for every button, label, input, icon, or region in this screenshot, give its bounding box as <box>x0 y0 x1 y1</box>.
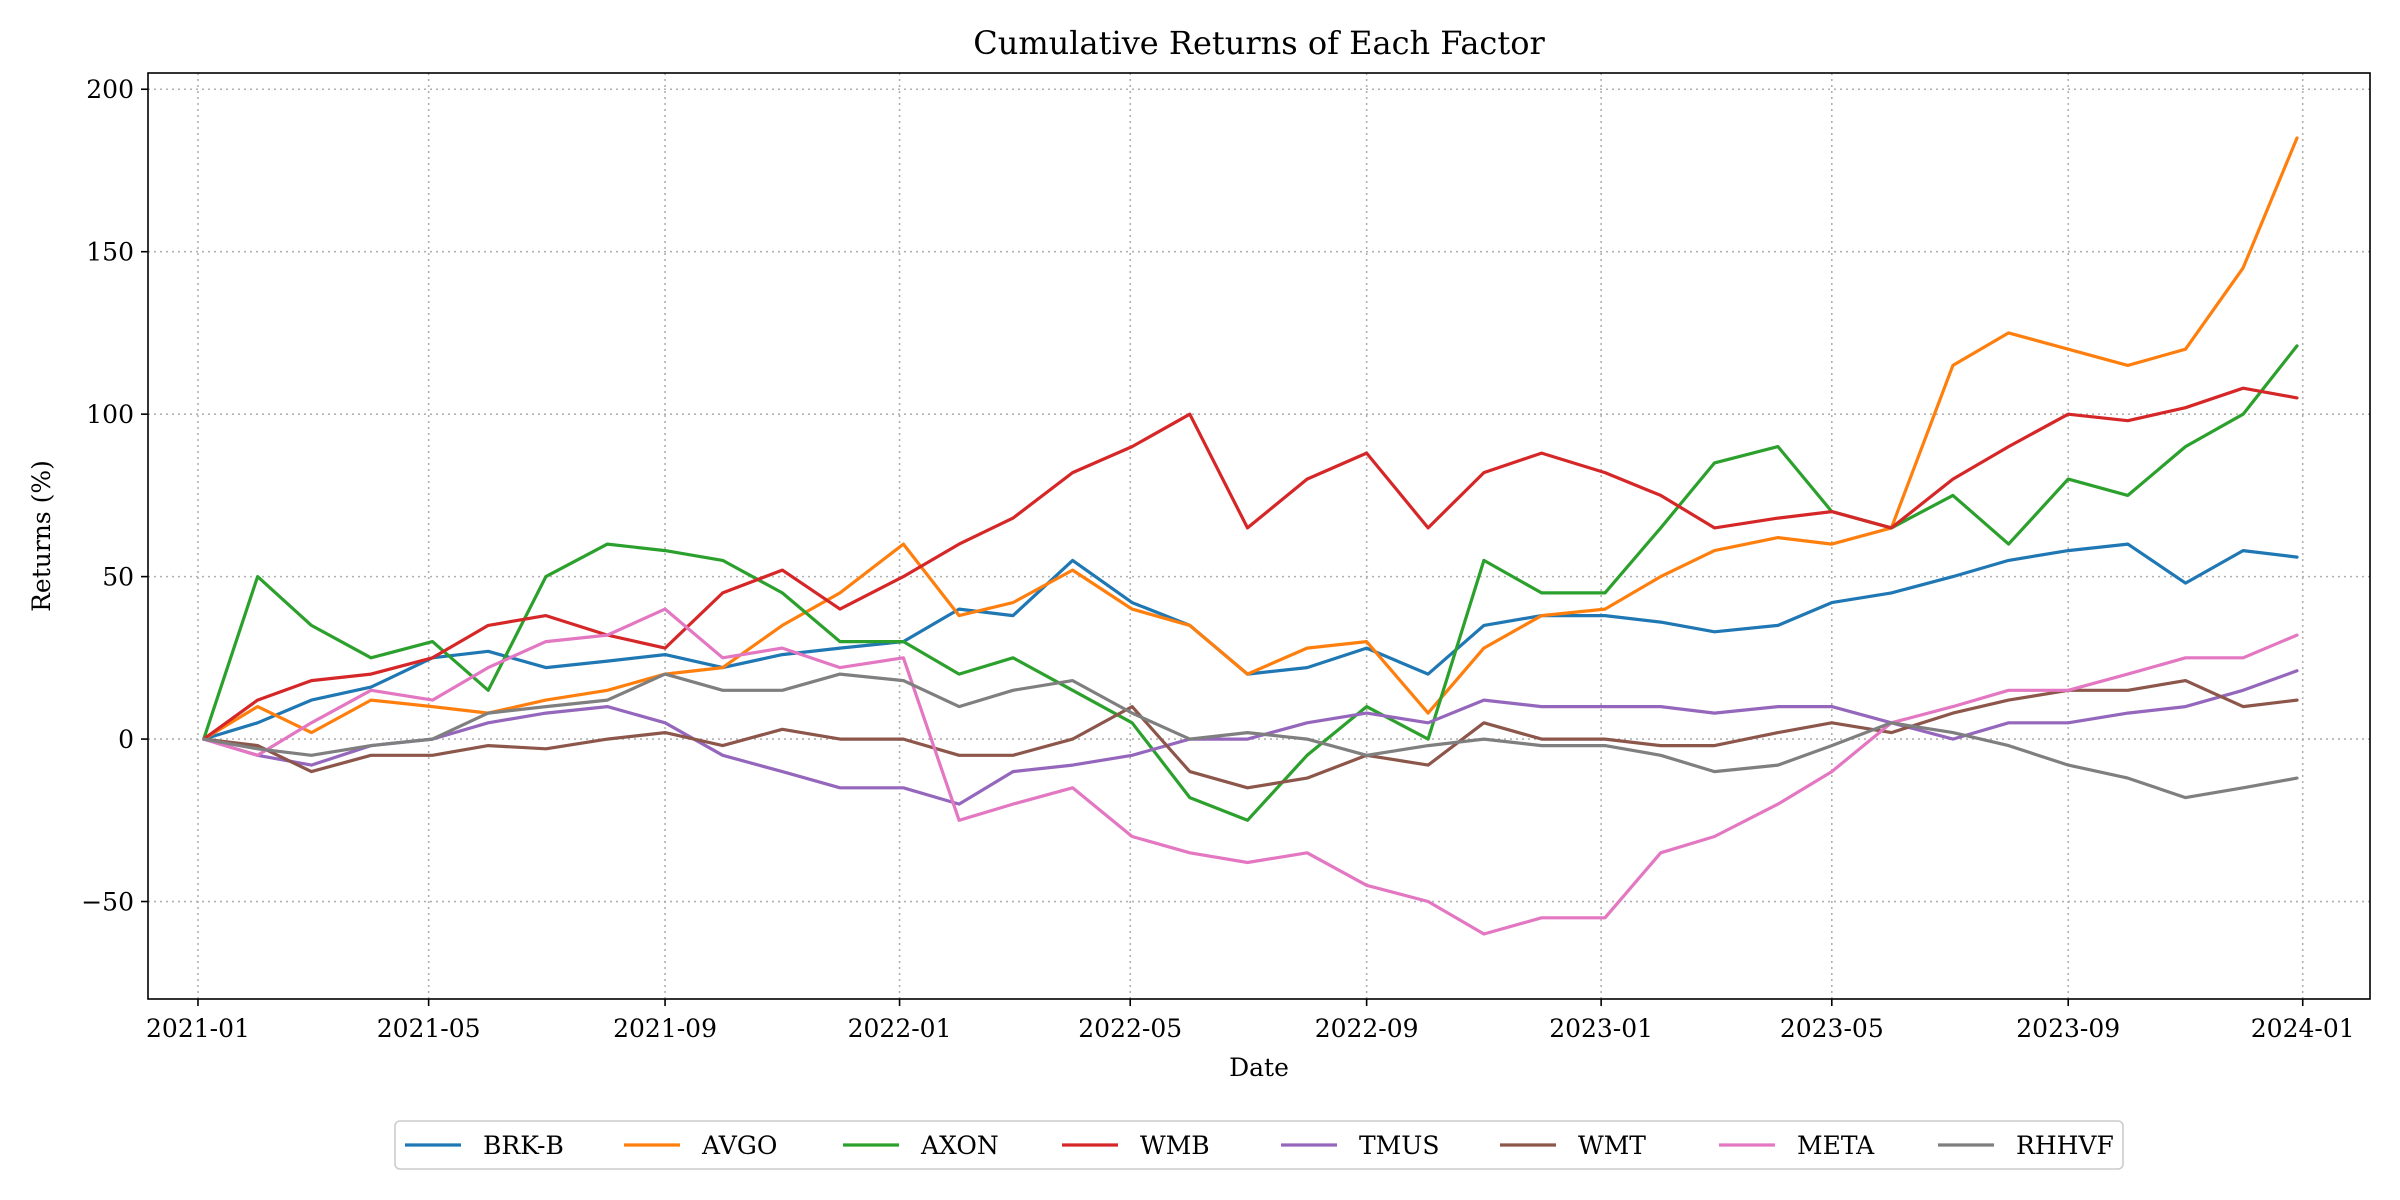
x-tick-label: 2022-01 <box>848 1014 952 1043</box>
series-line-wmt <box>202 678 2299 790</box>
y-tick-label: −50 <box>81 888 134 917</box>
grid <box>148 73 2370 999</box>
y-tick-label: 150 <box>86 238 134 267</box>
legend-label: BRK-B <box>483 1131 564 1160</box>
series-line-axon <box>202 344 2299 822</box>
legend-items: BRK-B AVGO AXON WMB TMUS WMT META RHHVF <box>405 1131 2114 1160</box>
legend-frame <box>394 1120 2124 1170</box>
x-tick-label: 2021-09 <box>613 1014 717 1043</box>
legend-label: AXON <box>920 1131 999 1160</box>
series-line-meta <box>202 607 2299 936</box>
chart-title: Cumulative Returns of Each Factor <box>973 24 1545 62</box>
series-line-rhhvf <box>202 672 2299 800</box>
y-tick-label: 0 <box>118 725 134 754</box>
x-tick-label: 2021-01 <box>146 1014 250 1043</box>
series-lines <box>202 136 2299 936</box>
series-line-tmus <box>202 669 2299 806</box>
legend-label: META <box>1797 1131 1875 1160</box>
series-line-wmb <box>202 386 2299 741</box>
y-axis-label: Returns (%) <box>27 460 56 612</box>
plot-frame <box>147 72 2371 1000</box>
series-line-avgo <box>202 136 2299 741</box>
y-axis-ticks: −50 0 50 100 150 200 <box>81 75 148 917</box>
x-axis-label: Date <box>1229 1053 1289 1082</box>
legend: BRK-B AVGO AXON WMB TMUS WMT META RHHVF <box>394 1120 2124 1170</box>
x-tick-label: 2023-05 <box>1780 1014 1884 1043</box>
x-tick-label: 2022-09 <box>1315 1014 1419 1043</box>
x-axis-ticks: 2021-01 2021-05 2021-09 2022-01 2022-05 2022-… <box>146 999 2355 1043</box>
y-tick-label: 200 <box>86 75 134 104</box>
x-tick-label: 2021-05 <box>377 1014 481 1043</box>
y-tick-label: 100 <box>86 400 134 429</box>
legend-label: AVGO <box>701 1131 777 1160</box>
y-tick-label: 50 <box>102 563 134 592</box>
x-tick-label: 2024-01 <box>2251 1014 2355 1043</box>
legend-label: WMT <box>1578 1131 1646 1160</box>
x-tick-label: 2023-09 <box>2016 1014 2120 1043</box>
x-tick-label: 2022-05 <box>1078 1014 1182 1043</box>
legend-label: TMUS <box>1359 1131 1439 1160</box>
legend-label: WMB <box>1140 1131 1210 1160</box>
legend-label: RHHVF <box>2016 1131 2114 1160</box>
x-tick-label: 2023-01 <box>1549 1014 1653 1043</box>
